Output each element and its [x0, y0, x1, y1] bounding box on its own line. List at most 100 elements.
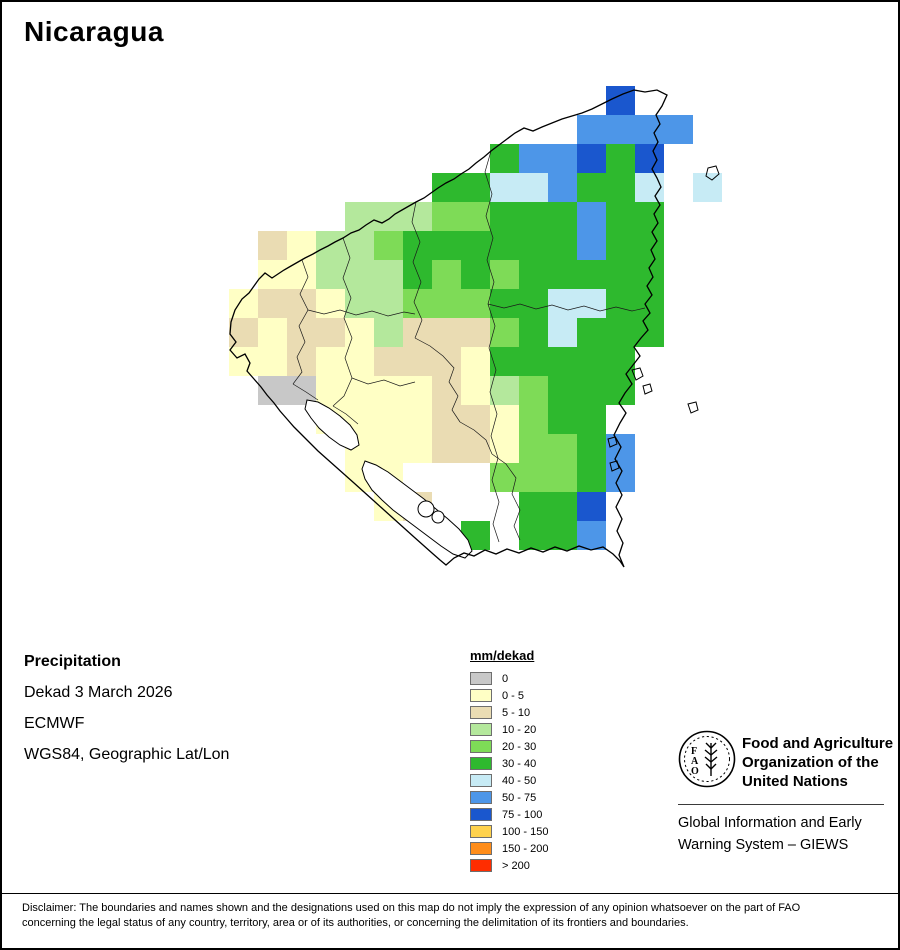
precip-cell [519, 231, 548, 260]
legend-item: > 200 [470, 857, 548, 874]
info-source: ECMWF [24, 715, 85, 732]
fao-org-name: Food and Agriculture Organization of the… [742, 734, 893, 791]
legend-label: 5 - 10 [502, 706, 531, 719]
precip-cell [577, 260, 606, 289]
precip-cell [287, 231, 316, 260]
precip-cell [345, 318, 374, 347]
info-projection: WGS84, Geographic Lat/Lon [24, 746, 230, 763]
svg-text:F: F [691, 746, 697, 757]
legend-swatch [470, 842, 492, 855]
precip-cell [374, 260, 403, 289]
legend-item: 40 - 50 [470, 772, 548, 789]
precip-cell [432, 289, 461, 318]
svg-text:O: O [691, 766, 699, 777]
precip-cell [577, 376, 606, 405]
precip-cell [490, 463, 519, 492]
precip-cell [577, 144, 606, 173]
precip-cell [577, 289, 606, 318]
precip-cell [490, 289, 519, 318]
precip-cell [258, 260, 287, 289]
precip-cell [548, 202, 577, 231]
precip-cell [316, 289, 345, 318]
precip-cell [432, 318, 461, 347]
precip-cell [316, 231, 345, 260]
legend-item: 5 - 10 [470, 704, 548, 721]
precip-cell [403, 289, 432, 318]
precip-cell [577, 463, 606, 492]
precip-cell [403, 347, 432, 376]
legend-swatch [470, 774, 492, 787]
precip-cell [606, 318, 635, 347]
precip-cell [519, 289, 548, 318]
precip-cell [287, 376, 316, 405]
precip-cell [635, 318, 664, 347]
precip-cell [229, 347, 258, 376]
precip-cell [403, 405, 432, 434]
precip-cell [374, 231, 403, 260]
precip-cell [577, 405, 606, 434]
legend-label: 10 - 20 [502, 723, 537, 736]
legend-swatch [470, 672, 492, 685]
precip-cell [316, 347, 345, 376]
precip-cell [345, 347, 374, 376]
precip-cell [548, 463, 577, 492]
precip-cell [432, 202, 461, 231]
precip-cell [287, 260, 316, 289]
precip-cell [519, 492, 548, 521]
precip-cell [490, 260, 519, 289]
precip-cell [374, 405, 403, 434]
precip-cell [258, 289, 287, 318]
precip-cell [403, 434, 432, 463]
legend-item: 100 - 150 [470, 823, 548, 840]
precip-cell [461, 405, 490, 434]
legend-title: mm/dekad [470, 648, 535, 663]
fao-logo-icon: F A O [678, 730, 736, 788]
legend-item: 50 - 75 [470, 789, 548, 806]
legend-item: 0 - 5 [470, 687, 548, 704]
precip-cell [635, 115, 664, 144]
info-precipitation-label: Precipitation [24, 653, 121, 670]
legend-item: 150 - 200 [470, 840, 548, 857]
precip-cell [490, 405, 519, 434]
legend-label: 75 - 100 [502, 808, 543, 821]
legend-label: 0 [502, 672, 509, 685]
disclaimer-separator [2, 893, 898, 894]
precip-cell [519, 521, 548, 550]
fao-org-name-line: Organization of the [742, 754, 879, 771]
precip-cell [461, 231, 490, 260]
legend-item: 20 - 30 [470, 738, 548, 755]
precip-cell [490, 202, 519, 231]
precip-cell [432, 231, 461, 260]
precip-cell [577, 347, 606, 376]
precip-cell [432, 434, 461, 463]
precip-cell [577, 231, 606, 260]
precip-cell [577, 115, 606, 144]
precip-cell [490, 434, 519, 463]
legend-item: 30 - 40 [470, 755, 548, 772]
precip-cell [548, 289, 577, 318]
lake-nicaragua [361, 460, 473, 559]
precip-cell [345, 231, 374, 260]
precip-cell [345, 260, 374, 289]
precip-cell [461, 202, 490, 231]
precip-cell [635, 173, 664, 202]
legend-label: 20 - 30 [502, 740, 537, 753]
precip-cell [548, 260, 577, 289]
precip-cell [548, 376, 577, 405]
legend-swatch [470, 825, 492, 838]
precip-cell [432, 376, 461, 405]
precip-cell [519, 173, 548, 202]
precip-cell [635, 231, 664, 260]
precip-cell [548, 434, 577, 463]
legend-items: 0 0 - 5 5 - 10 10 - 20 20 - 30 30 - 40 40 - 50… [470, 670, 548, 874]
disclaimer-text: Disclaimer: The boundaries and names sho… [22, 901, 800, 931]
precip-cell [461, 347, 490, 376]
disclaimer-line: concerning the legal status of any count… [22, 917, 689, 929]
precip-cell [287, 347, 316, 376]
legend-swatch [470, 689, 492, 702]
precip-cell [577, 173, 606, 202]
precip-cell [345, 376, 374, 405]
country-outline [229, 89, 668, 568]
precip-cell [548, 231, 577, 260]
